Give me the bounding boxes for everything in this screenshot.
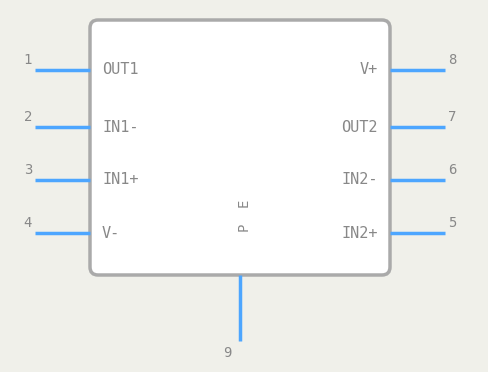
Text: OUT2: OUT2 (342, 119, 378, 135)
Text: 9: 9 (224, 346, 232, 360)
Text: 6: 6 (448, 163, 456, 177)
Text: V-: V- (102, 225, 120, 241)
Text: 2: 2 (23, 110, 32, 124)
Text: IN1+: IN1+ (102, 173, 139, 187)
Text: 4: 4 (23, 216, 32, 230)
Text: P: P (237, 223, 251, 231)
Text: 1: 1 (23, 53, 32, 67)
Text: 5: 5 (448, 216, 456, 230)
Text: E: E (237, 199, 251, 207)
FancyBboxPatch shape (90, 20, 390, 275)
Text: IN2+: IN2+ (342, 225, 378, 241)
Text: IN2-: IN2- (342, 173, 378, 187)
Text: OUT1: OUT1 (102, 62, 139, 77)
Text: 3: 3 (23, 163, 32, 177)
Text: IN1-: IN1- (102, 119, 139, 135)
Text: 8: 8 (448, 53, 456, 67)
Text: V+: V+ (360, 62, 378, 77)
Text: 7: 7 (448, 110, 456, 124)
